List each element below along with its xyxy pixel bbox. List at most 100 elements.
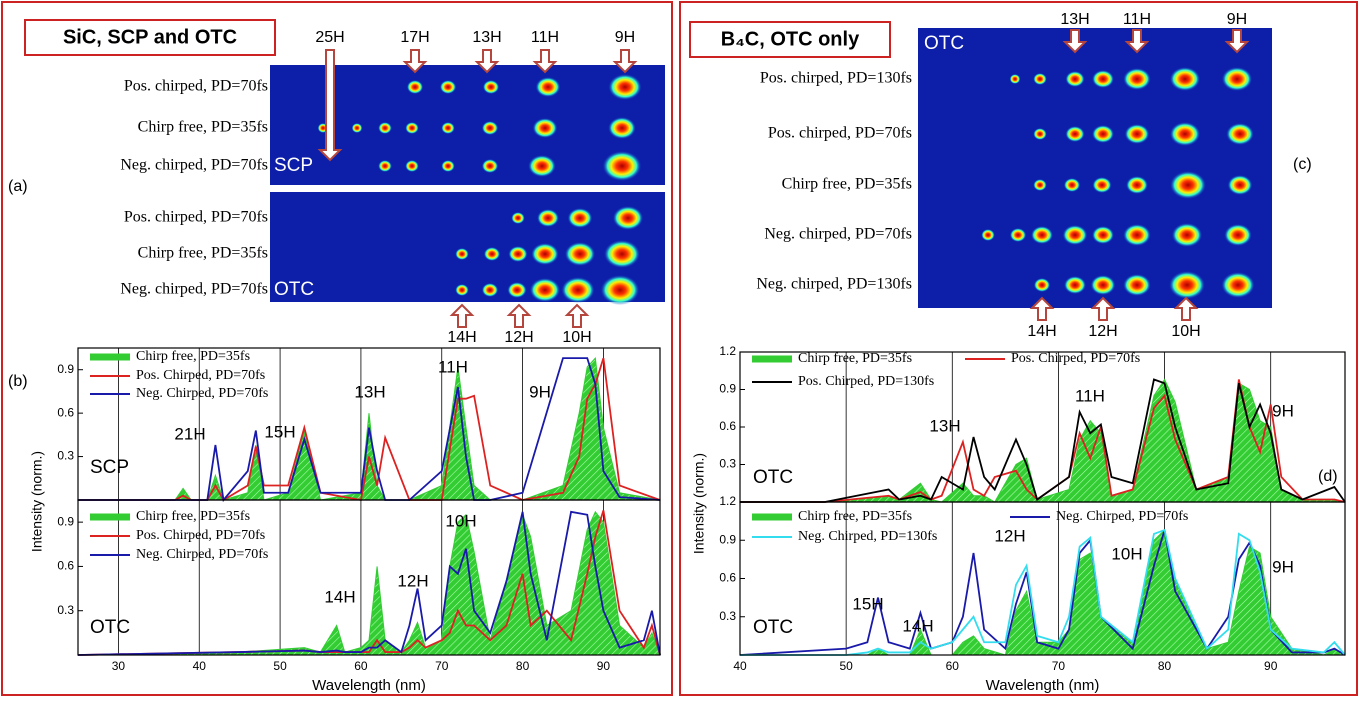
y-tick-label: 0.3 — [719, 609, 736, 623]
ccd-spot — [981, 229, 995, 241]
ccd-spot — [1033, 128, 1047, 140]
annotation: 10H — [445, 511, 476, 530]
y-tick-label: 0.9 — [57, 362, 74, 376]
ccd-spot — [1226, 123, 1254, 145]
image-label: OTC — [274, 279, 314, 300]
legend-label: Chirp free, PD=35fs — [136, 509, 250, 524]
row-label: Neg. chirped, PD=70fs — [120, 281, 268, 298]
ccd-spot — [455, 248, 469, 260]
harmonic-label: 12H — [504, 329, 533, 346]
annotation: 13H — [354, 382, 385, 401]
y-tick-label: 0.3 — [719, 457, 736, 471]
ccd-spot — [1172, 223, 1202, 247]
x-tick-label: 50 — [839, 659, 853, 673]
annotation: 12H — [397, 571, 428, 590]
ccd-spot — [511, 212, 525, 224]
legend-label: Pos. Chirped, PD=130fs — [798, 374, 934, 389]
legend-label: Neg. Chirped, PD=70fs — [136, 386, 268, 401]
y-tick-label: 0.6 — [57, 559, 74, 573]
harmonic-arrow — [509, 305, 529, 327]
legend-label: Pos. Chirped, PD=70fs — [136, 368, 265, 383]
ccd-spot — [568, 208, 593, 228]
panel-title: B₄C, OTC only — [721, 28, 860, 50]
ccd-spot — [378, 122, 392, 134]
ccd-spot — [405, 160, 419, 172]
legend-label: Pos. Chirped, PD=70fs — [136, 528, 265, 543]
panel-label: (a) — [8, 178, 28, 195]
legend-label: Neg. Chirped, PD=70fs — [1056, 509, 1188, 524]
row-label: Pos. chirped, PD=70fs — [768, 125, 912, 142]
ccd-spot — [533, 118, 558, 138]
annotation: 14H — [902, 616, 933, 635]
harmonic-label: 17H — [400, 29, 429, 46]
ccd-spot — [508, 246, 527, 262]
x-tick-label: 30 — [112, 659, 126, 673]
annotation: 13H — [929, 416, 960, 435]
y-tick-label: 0.9 — [719, 532, 736, 546]
annotation: 9H — [1272, 557, 1294, 576]
ccd-spot — [608, 74, 641, 100]
harmonic-label: 9H — [615, 29, 635, 46]
ccd-spot — [561, 277, 594, 303]
y-tick-label: 0.6 — [719, 571, 736, 585]
annotation: 9H — [1272, 401, 1294, 420]
row-label: Neg. chirped, PD=130fs — [756, 276, 912, 293]
ccd-spot — [1031, 226, 1053, 244]
x-tick-label: 90 — [597, 659, 611, 673]
ccd-spot — [1123, 224, 1151, 246]
ccd-spot — [1092, 70, 1114, 88]
row-label: Chirp free, PD=35fs — [138, 245, 268, 262]
legend-label: Chirp free, PD=35fs — [798, 509, 912, 524]
harmonic-label: 11H — [1123, 11, 1151, 28]
annotation: 11H — [1075, 386, 1105, 405]
x-tick-label: 80 — [516, 659, 530, 673]
panel-title: SiC, SCP and OTC — [63, 26, 237, 48]
ccd-spot — [604, 240, 640, 268]
y-tick-label: 0.9 — [57, 514, 74, 528]
annotation: 12H — [994, 526, 1025, 545]
annotation: 21H — [174, 424, 205, 443]
legend-label: Pos. Chirped, PD=70fs — [1011, 351, 1140, 366]
area-fill — [740, 380, 1345, 503]
inset-label: OTC — [753, 467, 793, 488]
ccd-spot — [1064, 276, 1086, 294]
y-axis-label: Intensity (norm.) — [29, 451, 45, 552]
legend-label: Neg. Chirped, PD=70fs — [136, 547, 268, 562]
annotation: 15H — [264, 422, 295, 441]
harmonic-label: 10H — [1171, 323, 1200, 340]
ccd-spot — [613, 206, 643, 230]
panel-label: (c) — [1293, 156, 1312, 173]
ccd-spot — [1170, 171, 1206, 199]
ccd-spot — [482, 159, 498, 173]
ccd-spot — [1092, 226, 1114, 244]
panel-label: (b) — [8, 373, 28, 390]
legend-label: Chirp free, PD=35fs — [136, 349, 250, 364]
ccd-spot — [1010, 74, 1021, 84]
harmonic-arrow — [452, 305, 472, 327]
harmonic-label: 14H — [1027, 323, 1056, 340]
row-label: Pos. chirped, PD=70fs — [124, 78, 268, 95]
ccd-spot — [441, 160, 455, 172]
x-tick-label: 40 — [193, 659, 207, 673]
y-tick-label: 0.6 — [719, 419, 736, 433]
ccd-spot — [1123, 68, 1151, 90]
harmonic-label: 10H — [562, 329, 591, 346]
y-tick-label: 0.3 — [57, 603, 74, 617]
row-label: Neg. chirped, PD=70fs — [764, 226, 912, 243]
ccd-spot — [1065, 126, 1084, 142]
x-axis-label: Wavelength (nm) — [986, 677, 1100, 694]
x-tick-label: 60 — [354, 659, 368, 673]
ccd-spot — [1170, 67, 1200, 91]
ccd-spot — [405, 122, 419, 134]
inset-label: OTC — [753, 617, 793, 638]
image-label: SCP — [274, 155, 313, 176]
ccd-spot — [1170, 122, 1200, 146]
harmonic-label: 13H — [1060, 11, 1089, 28]
ccd-spot — [1091, 275, 1116, 295]
ccd-spot — [440, 80, 456, 94]
annotation: 10H — [1111, 544, 1142, 563]
ccd-spot — [441, 122, 455, 134]
ccd-spot — [484, 247, 500, 261]
ccd-spot — [482, 283, 498, 297]
row-label: Pos. chirped, PD=130fs — [760, 70, 912, 87]
